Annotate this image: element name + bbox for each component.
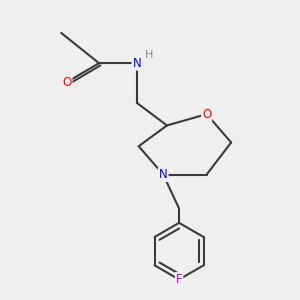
Text: O: O [62, 76, 72, 88]
Text: N: N [132, 57, 141, 70]
Text: N: N [159, 168, 168, 181]
Text: H: H [145, 50, 153, 60]
Text: F: F [176, 273, 182, 286]
Text: O: O [202, 108, 211, 121]
